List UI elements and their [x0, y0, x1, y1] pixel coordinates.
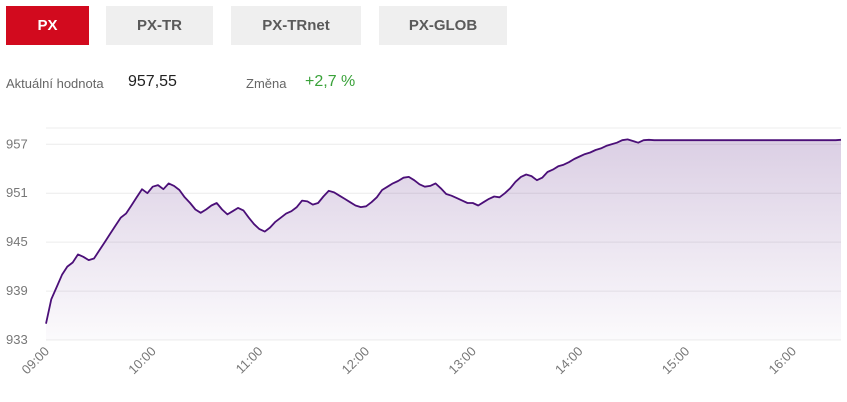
- y-tick-label: 951: [6, 185, 28, 200]
- change-label: Změna: [246, 76, 287, 91]
- x-tick-label: 11:00: [233, 344, 266, 377]
- y-tick-label: 939: [6, 283, 28, 298]
- x-tick-label: 13:00: [445, 344, 479, 378]
- chart-series-line: [45, 138, 842, 324]
- change-value: +2,7 %: [305, 73, 356, 90]
- x-tick-label: 12:00: [339, 344, 373, 378]
- x-tick-label: 16:00: [765, 344, 799, 378]
- x-tick-label: 15:00: [659, 344, 693, 378]
- y-tick-label: 957: [6, 136, 28, 151]
- x-tick-label: 14:00: [552, 344, 586, 378]
- tab-px-glob[interactable]: PX-GLOB: [379, 6, 507, 45]
- tab-px[interactable]: PX: [6, 6, 89, 45]
- x-tick-label: 10:00: [125, 344, 159, 378]
- tab-px-tr[interactable]: PX-TR: [106, 6, 213, 45]
- tab-px-trnet[interactable]: PX-TRnet: [231, 6, 361, 45]
- x-tick-label: 09:00: [19, 344, 53, 378]
- y-tick-label: 933: [6, 332, 28, 347]
- y-tick-label: 945: [6, 234, 28, 249]
- y-axis: 933 939 945 951 957: [6, 136, 28, 347]
- x-axis: 09:00 10:00 11:00 12:00 13:00 14:00 15:00 16:00: [19, 344, 800, 378]
- current-value: 957,55: [128, 73, 177, 90]
- chart-area-fill: [46, 139, 841, 340]
- current-value-label: Aktuální hodnota: [6, 76, 104, 91]
